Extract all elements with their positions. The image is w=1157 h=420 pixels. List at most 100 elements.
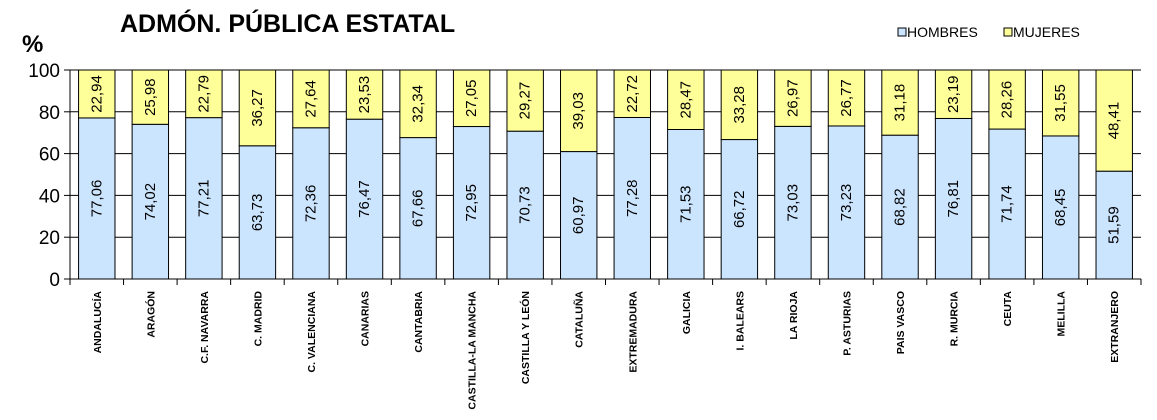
data-label-hombres: 72,95 [463,184,480,222]
data-label-mujeres: 29,27 [517,82,534,120]
data-label-mujeres: 36,27 [249,89,266,127]
legend-swatch-mujeres [1003,27,1013,37]
x-tick-label: CASTILLA Y LEÓN [519,291,532,384]
bar-segment-mujeres [78,69,116,119]
legend: HOMBRES MUJERES [897,24,1080,40]
bar-segment-mujeres [185,69,223,119]
data-label-mujeres: 39,03 [570,92,587,130]
x-tick-label-line: R. MURCIA [949,291,961,347]
bar-segment-mujeres [292,69,330,129]
y-tick-label: 40 [39,186,60,207]
data-label-hombres: 51,59 [1106,206,1123,244]
data-label-hombres: 67,66 [410,190,427,228]
data-label-mujeres: 28,47 [677,81,694,119]
x-tick-label-line: P. ASTURIAS [841,291,853,356]
data-label-hombres: 68,82 [892,188,909,226]
x-tick-label: PAIS VASCO [895,291,907,354]
y-axis-unit-label: % [22,31,43,58]
bar-segment-mujeres [131,69,170,125]
x-tick-label-line: C. VALENCIANA [306,291,318,373]
x-tick-label: CATALUÑA [573,291,586,348]
x-tick-label: I. BALEARS [734,291,746,351]
chart-title: ADMÓN. PÚBLICA ESTATAL [120,8,455,38]
bar-segment-hombres [452,126,491,280]
x-tick-label: CEUTA [1002,291,1014,327]
x-tick-label-line: LA RIOJA [788,291,800,340]
bar-segment-mujeres [345,69,384,120]
bar-segment-hombres [774,125,812,280]
x-tick-label-line: CATALUÑA [573,291,586,348]
data-label-hombres: 72,36 [302,185,319,223]
legend-label-hombres: HOMBRES [907,24,978,40]
data-label-hombres: 76,47 [356,180,373,218]
bar-segment-mujeres [560,69,598,153]
x-tick-label-line: C. MADRID [252,291,264,347]
x-tick-label: C.F. NAVARRA [199,291,211,364]
x-tick-label: ANDALUCÍA [91,291,104,354]
x-tick-label: P. ASTURIAS [841,291,853,356]
x-tick-label: CANARIAS [360,291,372,346]
data-label-mujeres: 26,97 [784,79,801,117]
data-label-hombres: 73,03 [784,184,801,222]
bars: 77,06 22,94 74,02 25,98 77,21 22,79 63,73 36,27… [78,69,1133,280]
x-tick-label-line: C.F. NAVARRA [199,291,211,364]
y-tick-label: 60 [39,145,60,166]
bar-segment-mujeres [1095,69,1133,172]
x-tick-label: C. VALENCIANA [306,291,318,373]
bar-segment-hombres [292,127,330,280]
data-label-hombres: 76,81 [945,180,962,218]
x-tick-label-line: GALICIA [681,291,693,335]
bar-segment-hombres [1095,170,1133,280]
x-tick-label-line: I. BALEARS [734,291,746,351]
x-tick-label: EXTREMADURA [627,291,639,373]
data-label-hombres: 77,06 [88,180,105,218]
x-tick-label: R. MURCIA [949,291,961,347]
data-label-mujeres: 28,26 [999,81,1016,119]
data-label-mujeres: 31,55 [1052,84,1069,122]
data-label-hombres: 71,74 [999,185,1016,223]
data-label-mujeres: 26,77 [838,79,855,117]
bar-segment-mujeres [827,69,866,127]
bar-segment-mujeres [988,69,1026,130]
x-tick-label-line: ANDALUCÍA [91,291,104,354]
bar-segment-hombres [613,116,651,280]
bar-segment-hombres [506,130,544,280]
data-label-hombres: 70,73 [517,186,534,224]
x-tick-label: ARAGÓN [144,291,157,338]
y-tick-label: 100 [28,61,60,82]
x-tick-label-line: CEUTA [1002,291,1014,327]
data-label-mujeres: 23,53 [356,76,373,114]
x-tick-label-line: CASTILLA Y LEÓN [519,291,532,384]
bar-segment-hombres [667,129,705,280]
bar-segment-mujeres [667,69,705,131]
x-tick-label: MELILLA [1056,291,1068,337]
y-tick-label: 0 [49,270,60,291]
legend-label-mujeres: MUJERES [1013,24,1080,40]
x-tick-label-line: MELILLA [1056,291,1068,337]
data-label-hombres: 77,28 [624,179,641,217]
x-tick-label-line: EXTRANJERO [1109,291,1121,363]
x-tick-label-line: ARAGÓN [144,291,157,338]
data-label-mujeres: 22,94 [88,75,105,113]
bar-segment-mujeres [238,69,277,147]
data-label-hombres: 73,23 [838,184,855,222]
bar-segment-mujeres [613,69,651,118]
y-tick-label: 80 [39,103,60,124]
x-tick-label: EXTRANJERO [1109,291,1121,363]
x-axis: ANDALUCÍA ARAGÓN C.F. NAVARRA C. MADRID C. V… [69,278,1142,410]
data-label-mujeres: 48,41 [1106,102,1123,140]
x-tick-label-line: PAIS VASCO [895,291,907,354]
bar-segment-mujeres [774,69,812,127]
bar-segment-hombres [988,128,1026,280]
bar-segment-mujeres [506,69,544,132]
data-label-hombres: 71,53 [677,185,694,223]
x-tick-label: C. MADRID [252,291,264,347]
x-tick-label-line: CANTABRIA [413,291,425,353]
data-label-mujeres: 23,19 [945,75,962,113]
x-tick-label: CASTILLA-LA MANCHA [467,291,479,410]
legend-swatch-hombres [897,27,907,37]
y-tick-label: 20 [39,228,60,249]
data-label-hombres: 68,45 [1052,189,1069,227]
data-label-hombres: 63,73 [249,194,266,232]
